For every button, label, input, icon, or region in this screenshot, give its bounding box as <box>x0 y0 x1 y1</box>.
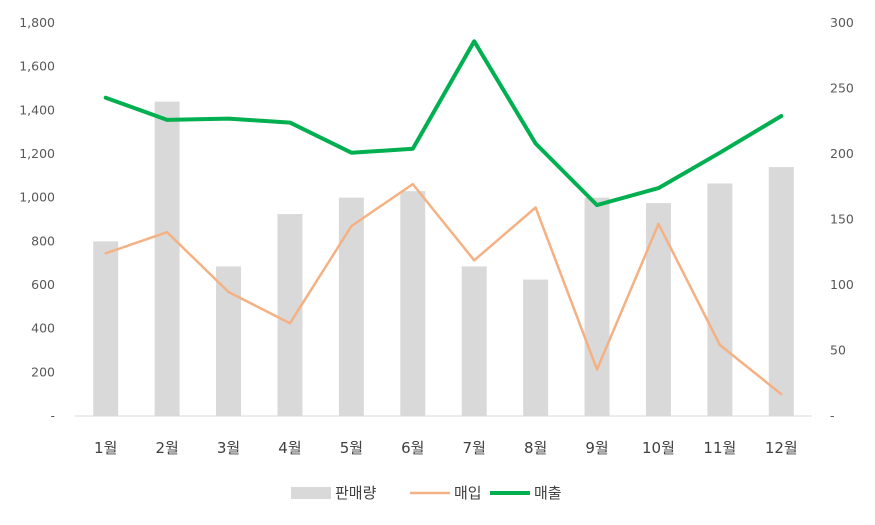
x-axis-tick-label: 4월 <box>278 439 301 457</box>
bar-sales-volume <box>461 266 487 416</box>
x-axis-tick-label: 2월 <box>155 439 178 457</box>
legend: 판매량 매입 매출 <box>291 484 562 502</box>
bar-sales-volume <box>338 197 364 416</box>
left-axis-tick-label: 400 <box>31 321 55 336</box>
left-axis-tick-label: 1,600 <box>19 59 55 74</box>
x-axis-tick-label: 11월 <box>703 439 736 457</box>
bar-sales-volume <box>400 191 426 416</box>
line-series <box>103 39 784 396</box>
right-axis: - 50 100 150 200 250 300 <box>830 15 854 423</box>
bar-sales-volume <box>216 266 242 416</box>
legend-label: 매입 <box>454 484 482 502</box>
x-axis-tick-label: 9월 <box>585 439 608 457</box>
left-axis-tick-label: 600 <box>31 277 55 292</box>
x-axis-tick-label: 3월 <box>217 439 240 457</box>
legend-label: 판매량 <box>335 484 377 502</box>
left-axis: - 200 400 600 800 1,000 1,200 1,400 1,600 1,800 <box>19 15 55 423</box>
right-axis-tick-label: 50 <box>830 343 846 358</box>
left-axis-tick-label: 1,200 <box>19 146 55 161</box>
x-axis-tick-label: 10월 <box>642 439 675 457</box>
x-axis-tick-label: 6월 <box>401 439 424 457</box>
left-axis-tick-label: 1,400 <box>19 102 55 117</box>
x-axis-tick-label: 8월 <box>524 439 547 457</box>
bar-sales-volume <box>768 167 794 416</box>
x-axis: 1월 2월 3월 4월 5월 6월 7월 8월 9월 10월 11월 12월 <box>94 439 798 457</box>
bar-series-sales-volume <box>93 101 794 416</box>
right-axis-tick-label: 200 <box>830 146 854 161</box>
legend-label: 매출 <box>534 484 562 502</box>
left-axis-tick-label: 1,800 <box>19 15 55 30</box>
x-axis-tick-label: 7월 <box>463 439 486 457</box>
left-axis-tick-label: 800 <box>31 233 55 248</box>
bar-sales-volume <box>584 197 610 416</box>
right-axis-tick-label: 300 <box>830 15 854 30</box>
line-purchases <box>104 182 783 396</box>
right-axis-tick-label: - <box>830 408 835 423</box>
right-axis-tick-label: 150 <box>830 212 854 227</box>
x-axis-tick-label: 1월 <box>94 439 117 457</box>
bar-sales-volume <box>154 101 180 416</box>
left-axis-tick-label: 1,000 <box>19 190 55 205</box>
bar-sales-volume <box>277 214 303 416</box>
bar-sales-volume <box>707 183 733 416</box>
x-axis-tick-label: 12월 <box>765 439 798 457</box>
bar-sales-volume <box>523 279 549 416</box>
left-axis-tick-label: 200 <box>31 364 55 379</box>
line-revenue <box>103 39 784 208</box>
legend-swatch-sales-volume <box>291 487 331 499</box>
bar-sales-volume <box>645 203 671 416</box>
right-axis-tick-label: 100 <box>830 277 854 292</box>
x-axis-tick-label: 5월 <box>340 439 363 457</box>
right-axis-tick-label: 250 <box>830 81 854 96</box>
bar-sales-volume <box>93 241 119 416</box>
left-axis-tick-label: - <box>50 408 55 423</box>
